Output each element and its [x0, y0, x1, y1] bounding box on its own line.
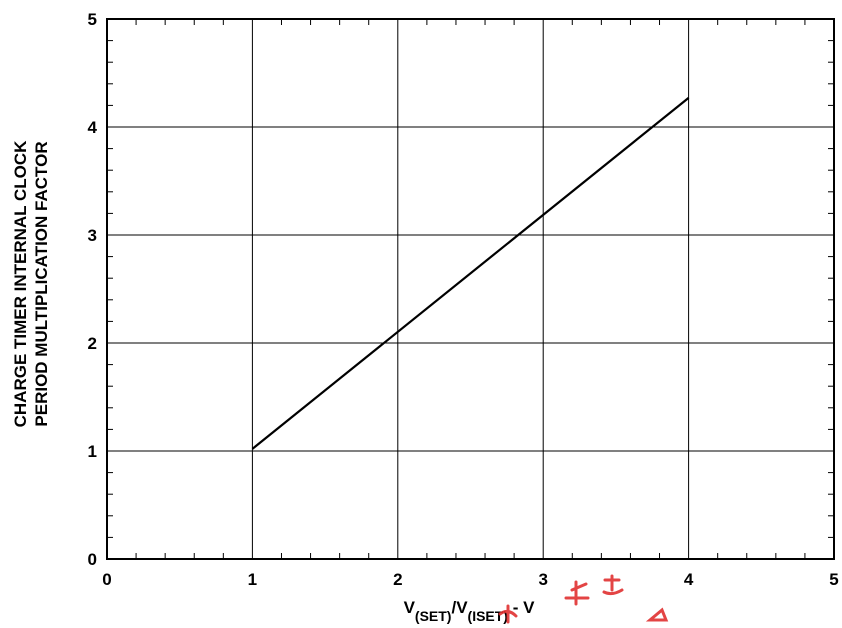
- y-tick-label: 5: [88, 10, 97, 29]
- x-tick-label: 4: [684, 570, 694, 589]
- x-label-sub2: (ISET): [468, 608, 508, 624]
- series-line: [251, 96, 690, 450]
- x-tick-label: 2: [393, 570, 402, 589]
- y-tick-labels: 0 1 2 3 4 5: [88, 10, 98, 569]
- x-tick-labels: 0 1 2 3 4 5: [102, 570, 838, 589]
- x-tick-label: 1: [248, 570, 257, 589]
- y-axis-label-line-1: CHARGE TIMER INTERNAL CLOCK: [11, 140, 30, 428]
- plot-frame: [106, 18, 835, 560]
- x-tick-label: 3: [538, 570, 547, 589]
- x-tick-label: 5: [829, 570, 838, 589]
- y-tick-label: 4: [88, 118, 98, 137]
- y-tick-label: 1: [88, 442, 97, 461]
- x-tick-label: 0: [102, 570, 111, 589]
- x-axis-label: V(SET)/V(ISET) - V: [404, 598, 536, 624]
- x-label-sep: /V: [451, 598, 468, 617]
- minor-ticks: [107, 19, 834, 559]
- x-label-unit: - V: [508, 598, 535, 617]
- x-label-main: V: [404, 598, 416, 617]
- y-axis-label-line-2: PERIOD MULTIPLICATION FACTOR: [32, 141, 51, 426]
- y-tick-label: 3: [88, 226, 97, 245]
- y-tick-label: 0: [88, 550, 97, 569]
- grid-lines: [107, 19, 834, 559]
- series-group: [251, 96, 690, 450]
- watermark-stamp: [498, 574, 669, 624]
- y-tick-label: 2: [88, 334, 97, 353]
- x-label-sub1: (SET): [415, 608, 452, 624]
